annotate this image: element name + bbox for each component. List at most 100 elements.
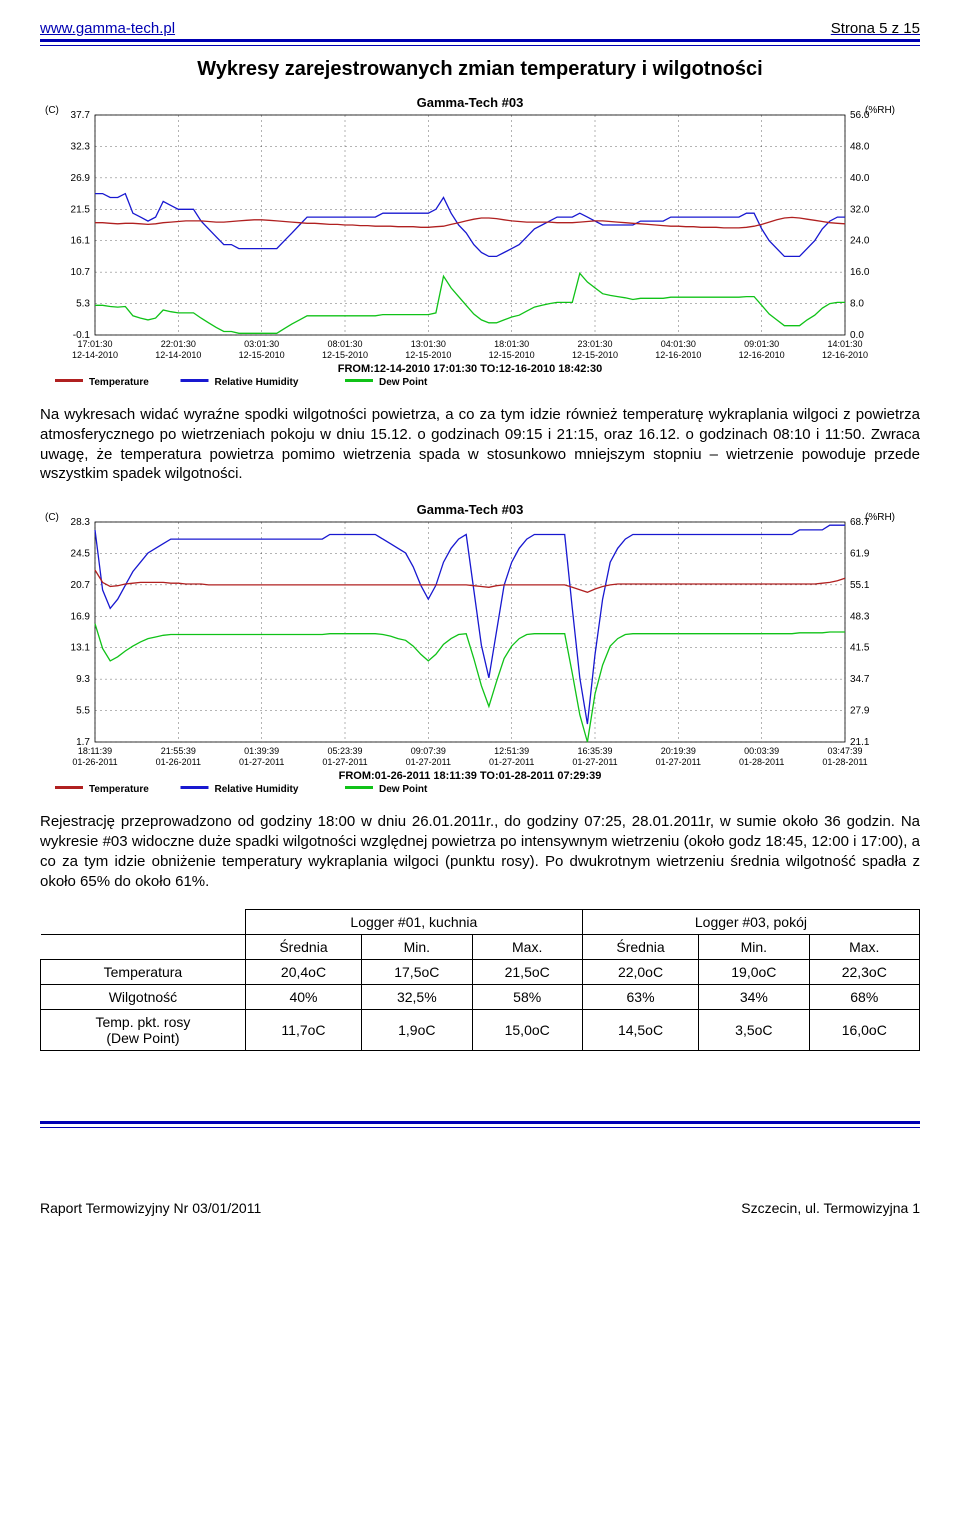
svg-text:26.9: 26.9 — [71, 173, 91, 184]
svg-text:17:01:30: 17:01:30 — [77, 339, 112, 349]
svg-text:Gamma-Tech #03: Gamma-Tech #03 — [417, 502, 524, 517]
svg-text:20.7: 20.7 — [71, 580, 91, 591]
svg-text:Gamma-Tech #03: Gamma-Tech #03 — [417, 95, 524, 110]
svg-text:01-27-2011: 01-27-2011 — [656, 757, 701, 767]
svg-text:Relative Humidity: Relative Humidity — [215, 784, 299, 795]
col-srednia-2: Średnia — [582, 935, 698, 960]
svg-text:16.9: 16.9 — [71, 611, 91, 622]
svg-text:(%RH): (%RH) — [865, 105, 895, 116]
svg-text:09:01:30: 09:01:30 — [744, 339, 779, 349]
svg-text:18:01:30: 18:01:30 — [494, 339, 529, 349]
svg-text:48.0: 48.0 — [850, 141, 870, 152]
svg-text:37.7: 37.7 — [71, 110, 91, 121]
table-row: Wilgotność 40% 32,5% 58% 63% 34% 68% — [41, 985, 920, 1010]
svg-text:5.5: 5.5 — [76, 706, 90, 717]
table-row: Temp. pkt. rosy (Dew Point) 11,7oC 1,9oC… — [41, 1010, 920, 1051]
chart-1-svg: Gamma-Tech #03 (C) (%RH) 37.7 56.0 32.3 48.0 26… — [40, 95, 900, 395]
table-group-1: Logger #01, kuchnia — [245, 910, 582, 935]
footer-rule — [40, 1121, 920, 1128]
svg-text:16.1: 16.1 — [71, 236, 91, 247]
svg-text:12-14-2010: 12-14-2010 — [155, 350, 201, 360]
svg-text:01-27-2011: 01-27-2011 — [322, 757, 367, 767]
svg-text:21.5: 21.5 — [71, 204, 91, 215]
col-srednia-1: Średnia — [245, 935, 361, 960]
svg-text:01:39:39: 01:39:39 — [244, 746, 279, 756]
svg-text:12-15-2010: 12-15-2010 — [239, 350, 285, 360]
page-number: Strona 5 z 15 — [831, 20, 920, 37]
summary-table: Logger #01, kuchnia Logger #03, pokój Śr… — [40, 909, 920, 1051]
svg-text:03:01:30: 03:01:30 — [244, 339, 279, 349]
svg-text:21:55:39: 21:55:39 — [161, 746, 196, 756]
page-title: Wykresy zarejestrowanych zmian temperatu… — [40, 58, 920, 81]
svg-text:01-26-2011: 01-26-2011 — [156, 757, 201, 767]
svg-text:12-16-2010: 12-16-2010 — [655, 350, 701, 360]
col-max-2: Max. — [809, 935, 919, 960]
svg-text:FROM:12-14-2010 17:01:30 TO:: FROM:12-14-2010 17:01:30 TO:12-16-2010 1… — [338, 363, 603, 375]
chart-2-svg: Gamma-Tech #03(C)(%RH)28.368.724.561.920… — [40, 502, 900, 802]
footer-left: Raport Termowizyjny Nr 03/01/2011 — [40, 1200, 261, 1216]
paragraph-2: Rejestrację przeprowadzono od godziny 18… — [40, 812, 920, 891]
svg-text:Dew Point: Dew Point — [379, 784, 428, 795]
svg-text:32.0: 32.0 — [850, 204, 870, 215]
svg-text:27.9: 27.9 — [850, 706, 870, 717]
svg-text:24.5: 24.5 — [71, 549, 91, 560]
svg-text:FROM:01-26-2011 18:11:39 TO:: FROM:01-26-2011 18:11:39 TO:01-28-2011 0… — [339, 770, 602, 782]
col-max-1: Max. — [472, 935, 582, 960]
svg-text:12-16-2010: 12-16-2010 — [739, 350, 785, 360]
header-rule — [40, 39, 920, 46]
svg-text:61.9: 61.9 — [850, 549, 870, 560]
svg-text:Temperature: Temperature — [89, 784, 149, 795]
svg-text:12-16-2010: 12-16-2010 — [822, 350, 868, 360]
svg-text:12-15-2010: 12-15-2010 — [489, 350, 535, 360]
svg-text:9.3: 9.3 — [76, 674, 90, 685]
svg-text:12-14-2010: 12-14-2010 — [72, 350, 118, 360]
svg-text:56.0: 56.0 — [850, 110, 870, 121]
svg-text:03:47:39: 03:47:39 — [827, 746, 862, 756]
svg-text:22:01:30: 22:01:30 — [161, 339, 196, 349]
col-min-1: Min. — [362, 935, 472, 960]
svg-text:Dew Point: Dew Point — [379, 377, 428, 388]
svg-text:00:03:39: 00:03:39 — [744, 746, 779, 756]
svg-text:12-15-2010: 12-15-2010 — [322, 350, 368, 360]
svg-text:5.3: 5.3 — [76, 299, 90, 310]
svg-text:13.1: 13.1 — [71, 643, 91, 654]
svg-text:16.0: 16.0 — [850, 267, 870, 278]
svg-text:(C): (C) — [45, 105, 59, 116]
svg-text:09:07:39: 09:07:39 — [411, 746, 446, 756]
footer-right: Szczecin, ul. Termowizyjna 1 — [741, 1200, 920, 1216]
svg-text:05:23:39: 05:23:39 — [327, 746, 362, 756]
svg-text:40.0: 40.0 — [850, 173, 870, 184]
svg-text:48.3: 48.3 — [850, 611, 870, 622]
svg-text:68.7: 68.7 — [850, 517, 870, 528]
svg-text:16:35:39: 16:35:39 — [577, 746, 612, 756]
svg-text:12:51:39: 12:51:39 — [494, 746, 529, 756]
header-url[interactable]: www.gamma-tech.pl — [40, 20, 175, 37]
svg-text:01-27-2011: 01-27-2011 — [406, 757, 451, 767]
paragraph-1: Na wykresach widać wyraźne spodki wilgot… — [40, 405, 920, 484]
chart-2: Gamma-Tech #03(C)(%RH)28.368.724.561.920… — [40, 502, 920, 802]
col-min-2: Min. — [699, 935, 809, 960]
svg-text:12-15-2010: 12-15-2010 — [572, 350, 618, 360]
table-row: Temperatura 20,4oC 17,5oC 21,5oC 22,0oC … — [41, 960, 920, 985]
svg-text:32.3: 32.3 — [71, 141, 91, 152]
table-group-2: Logger #03, pokój — [582, 910, 919, 935]
svg-text:01-28-2011: 01-28-2011 — [739, 757, 784, 767]
svg-text:14:01:30: 14:01:30 — [827, 339, 862, 349]
svg-text:Temperature: Temperature — [89, 377, 149, 388]
svg-text:08:01:30: 08:01:30 — [327, 339, 362, 349]
svg-text:(%RH): (%RH) — [865, 512, 895, 523]
svg-text:28.3: 28.3 — [71, 517, 91, 528]
svg-text:34.7: 34.7 — [850, 674, 870, 685]
svg-text:20:19:39: 20:19:39 — [661, 746, 696, 756]
svg-text:01-28-2011: 01-28-2011 — [822, 757, 867, 767]
chart-1: Gamma-Tech #03 (C) (%RH) 37.7 56.0 32.3 48.0 26… — [40, 95, 920, 395]
svg-text:24.0: 24.0 — [850, 236, 870, 247]
svg-text:8.0: 8.0 — [850, 299, 864, 310]
svg-text:01-26-2011: 01-26-2011 — [72, 757, 117, 767]
svg-text:12-15-2010: 12-15-2010 — [405, 350, 451, 360]
svg-text:01-27-2011: 01-27-2011 — [489, 757, 534, 767]
svg-text:13:01:30: 13:01:30 — [411, 339, 446, 349]
svg-text:01-27-2011: 01-27-2011 — [239, 757, 284, 767]
svg-text:10.7: 10.7 — [71, 267, 91, 278]
svg-text:01-27-2011: 01-27-2011 — [572, 757, 617, 767]
